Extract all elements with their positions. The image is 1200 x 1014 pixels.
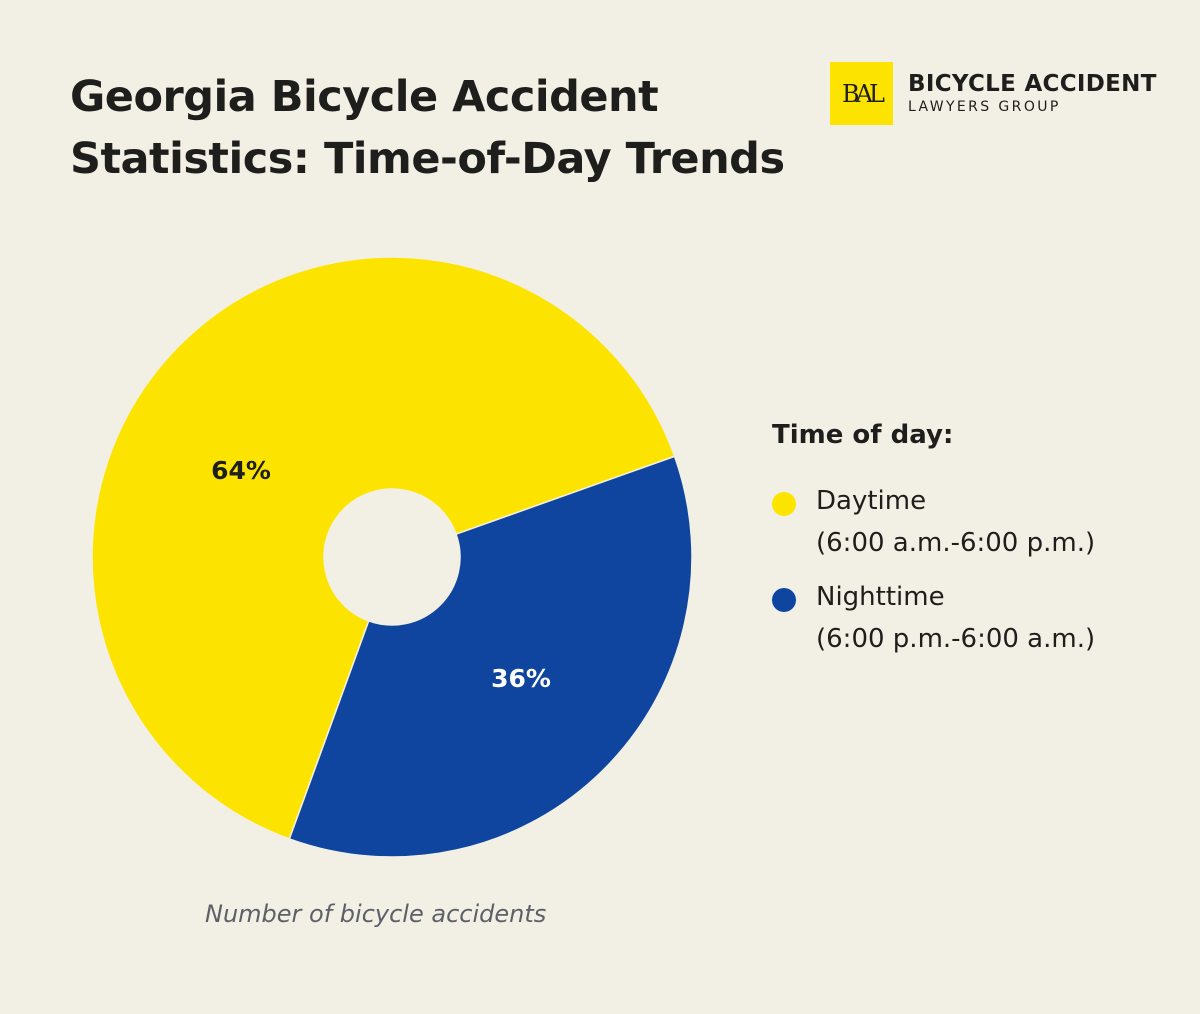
legend: Time of day: Daytime (6:00 a.m.-6:00 p.m.… <box>772 420 1095 680</box>
legend-detail-nighttime: (6:00 p.m.-6:00 a.m.) <box>816 624 1096 654</box>
data-label-daytime: 64% <box>211 456 271 485</box>
data-label-nighttime: 36% <box>491 664 551 693</box>
logo-name: BICYCLE ACCIDENT <box>908 70 1157 97</box>
pie-slice-nighttime <box>288 455 693 858</box>
chart-title: Georgia Bicycle Accident Statistics: Time… <box>70 66 785 190</box>
legend-swatch-nighttime <box>772 588 796 612</box>
title-line-1: Georgia Bicycle Accident <box>70 72 659 122</box>
logo-mark: BAL <box>830 62 893 125</box>
title-line-2: Statistics: Time-of-Day Trends <box>70 134 785 184</box>
logo-subname: LAWYERS GROUP <box>908 98 1061 115</box>
legend-item-daytime: Daytime (6:00 a.m.-6:00 p.m.) <box>772 486 1096 564</box>
pie-slice-daytime <box>91 256 676 840</box>
legend-label-daytime: Daytime <box>816 486 927 516</box>
legend-detail-daytime: (6:00 a.m.-6:00 p.m.) <box>816 528 1096 558</box>
legend-title: Time of day: <box>772 420 954 450</box>
brand-logo: BAL BICYCLE ACCIDENT LAWYERS GROUP <box>830 62 1157 125</box>
legend-item-nighttime: Nighttime (6:00 p.m.-6:00 a.m.) <box>772 582 1096 660</box>
legend-label-nighttime: Nighttime <box>816 582 945 612</box>
legend-swatch-daytime <box>772 492 796 516</box>
chart-caption: Number of bicycle accidents <box>205 900 547 928</box>
